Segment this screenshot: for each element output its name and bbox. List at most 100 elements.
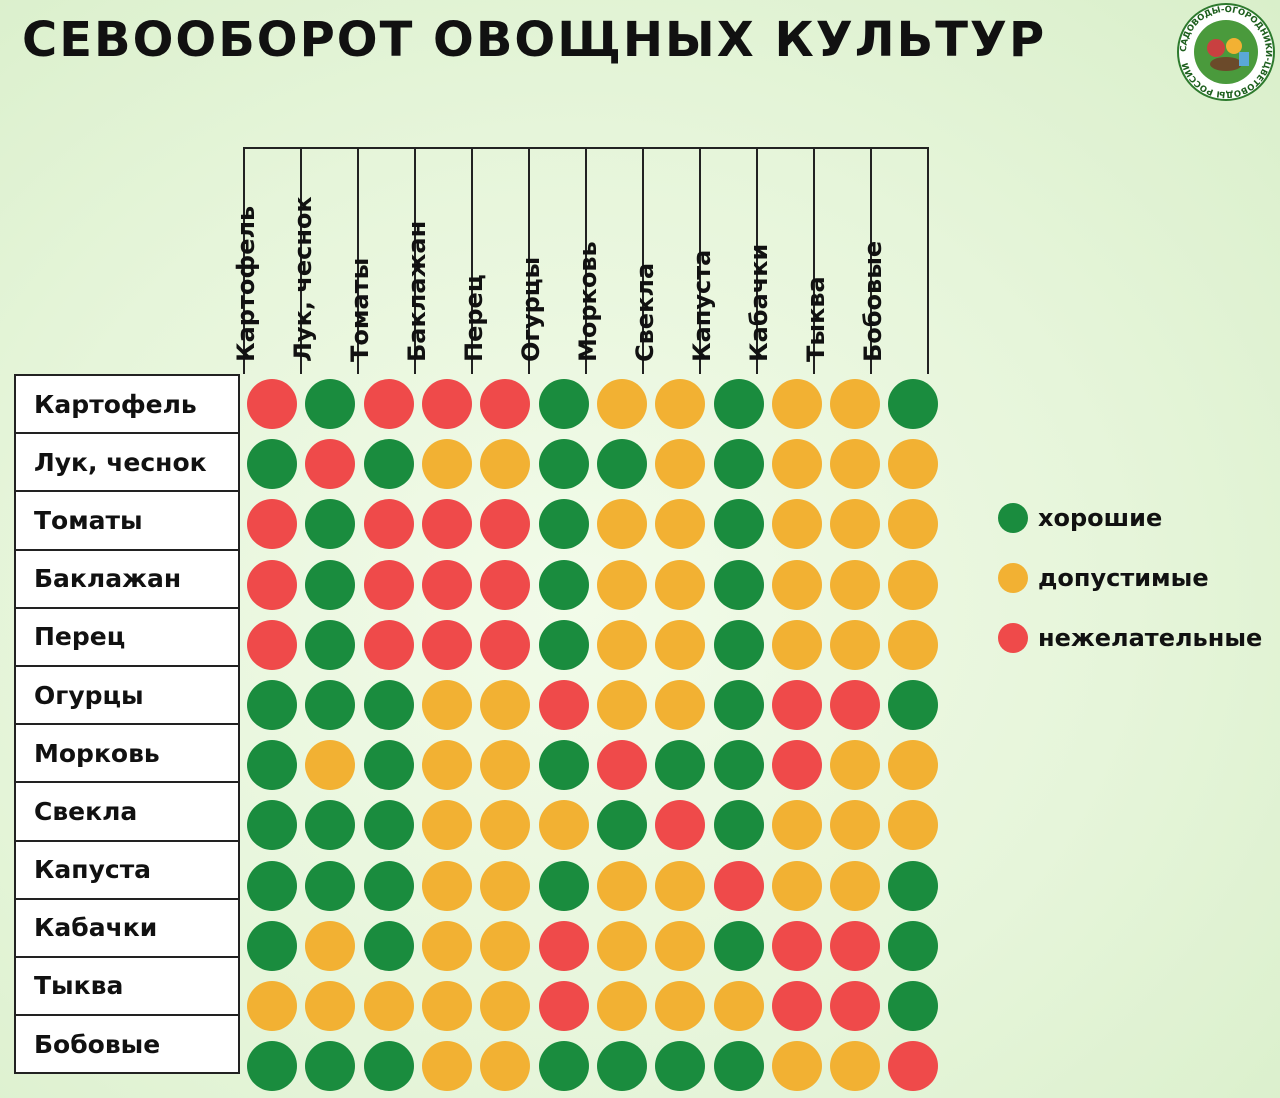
grid-cell — [360, 976, 418, 1036]
legend-label: допустимые — [1038, 564, 1209, 592]
row-headers: Картофель Лук, чеснок Томаты Баклажан Перец О… — [14, 374, 240, 1075]
rating-dot-ok — [247, 980, 298, 1031]
rating-dot-ok — [422, 980, 473, 1031]
grid-cell — [243, 795, 301, 855]
rating-dot-good — [363, 740, 414, 791]
row-header: Перец — [14, 608, 240, 667]
rating-dot-good — [247, 680, 298, 731]
page-title: СЕВООБОРОТ ОВОЩНЫХ КУЛЬТУР — [22, 12, 1047, 68]
column-header-label: Кабачки — [744, 243, 773, 362]
rating-dot-good — [247, 920, 298, 971]
rating-dot-good — [247, 439, 298, 490]
grid-cell — [534, 916, 592, 976]
grid-cell — [709, 374, 767, 434]
legend: хорошие допустимые нежелательные — [998, 488, 1262, 668]
grid-cell — [476, 856, 534, 916]
grid-cell — [418, 856, 476, 916]
legend-dot — [998, 563, 1028, 593]
grid-cell — [534, 434, 592, 494]
grid-cell — [534, 976, 592, 1036]
grid-cell — [884, 1036, 942, 1096]
grid-cell — [360, 374, 418, 434]
rating-dot-good — [363, 860, 414, 911]
rating-dot-good — [713, 800, 764, 851]
rating-dot-good — [305, 800, 356, 851]
grid-cell — [826, 494, 884, 554]
column-header-label: Капуста — [687, 249, 716, 362]
grid-cell — [768, 795, 826, 855]
row-header: Бобовые — [14, 1016, 240, 1075]
rating-dot-ok — [655, 680, 706, 731]
grid-cell — [593, 434, 651, 494]
column-header: Тыква — [802, 149, 870, 374]
rating-dot-bad — [363, 379, 414, 430]
rating-dot-bad — [247, 619, 298, 670]
rating-dot-ok — [422, 439, 473, 490]
rating-dot-good — [305, 379, 356, 430]
row-header: Лук, чеснок — [14, 434, 240, 493]
grid-cell — [884, 916, 942, 976]
grid-cell — [884, 555, 942, 615]
row-header: Кабачки — [14, 899, 240, 958]
rating-dot-good — [363, 920, 414, 971]
rating-dot-good — [538, 1041, 589, 1092]
grid-cell — [243, 976, 301, 1036]
rating-dot-good — [538, 559, 589, 610]
rating-dot-ok — [771, 439, 822, 490]
rating-dot-ok — [480, 980, 531, 1031]
rating-dot-good — [247, 860, 298, 911]
grid-cell — [243, 555, 301, 615]
rating-dot-bad — [422, 559, 473, 610]
grid-cell — [534, 374, 592, 434]
rating-dot-ok — [480, 439, 531, 490]
grid-cell — [826, 615, 884, 675]
rating-dot-bad — [538, 680, 589, 731]
grid-cell — [243, 916, 301, 976]
column-header: Морковь — [574, 149, 642, 374]
rating-dot-ok — [422, 920, 473, 971]
rating-dot-ok — [305, 980, 356, 1031]
column-header-label: Баклажан — [402, 220, 431, 362]
rating-dot-ok — [422, 740, 473, 791]
rating-dot-ok — [830, 379, 881, 430]
grid-cell — [243, 675, 301, 735]
grid-cell — [360, 735, 418, 795]
rating-dot-ok — [771, 1041, 822, 1092]
grid-cell — [884, 675, 942, 735]
grid-cell — [301, 494, 359, 554]
grid-cell — [243, 434, 301, 494]
rating-dot-good — [305, 1041, 356, 1092]
grid-cell — [360, 615, 418, 675]
logo: САДОВОДЫ-ОГОРОДНИКИ-ЦВЕТОВОДЫ РОССИИ — [1177, 3, 1275, 101]
rating-dot-bad — [363, 559, 414, 610]
grid-cell — [418, 555, 476, 615]
row-header: Огурцы — [14, 666, 240, 726]
grid-cell — [593, 555, 651, 615]
rating-dot-ok — [830, 740, 881, 791]
grid-cell — [418, 374, 476, 434]
rating-dot-ok — [830, 439, 881, 490]
grid-cell — [768, 1036, 826, 1096]
grid-cell — [301, 675, 359, 735]
rating-dot-bad — [247, 559, 298, 610]
rating-dot-ok — [888, 619, 939, 670]
grid-cell — [709, 615, 767, 675]
legend-item: хорошие — [998, 488, 1262, 548]
grid-cell — [360, 916, 418, 976]
rating-dot-good — [305, 619, 356, 670]
grid-cell — [593, 675, 651, 735]
grid-cell — [360, 434, 418, 494]
grid-cell — [243, 856, 301, 916]
grid-cell — [709, 976, 767, 1036]
column-header: Бобовые — [859, 149, 929, 374]
rating-dot-ok — [655, 499, 706, 550]
column-header: Перец — [460, 149, 528, 374]
grid-cell — [884, 856, 942, 916]
grid-cell — [476, 735, 534, 795]
rating-dot-bad — [771, 680, 822, 731]
rating-dot-ok — [480, 1041, 531, 1092]
grid-cell — [534, 856, 592, 916]
column-header-label: Томаты — [345, 257, 374, 362]
rating-dot-good — [538, 740, 589, 791]
grid-cell — [476, 795, 534, 855]
